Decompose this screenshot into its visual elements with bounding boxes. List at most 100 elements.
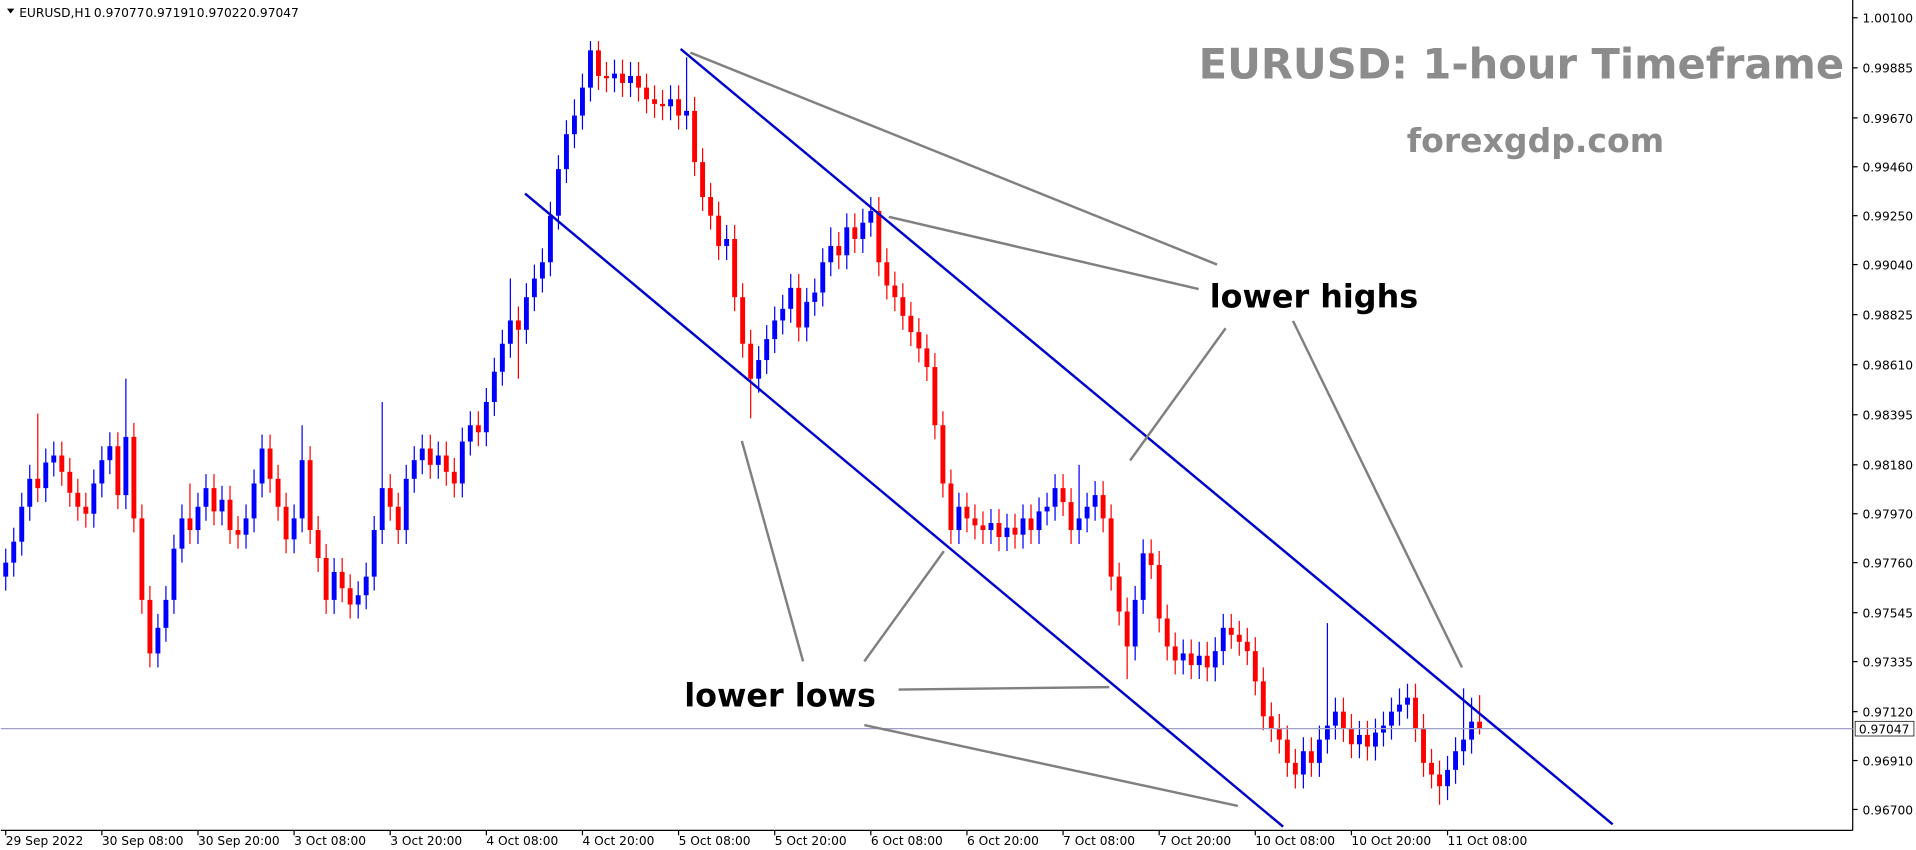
x-tick-label: 3 Oct 20:00	[390, 834, 462, 848]
candle-body	[1228, 627, 1234, 635]
candle-body	[1236, 634, 1242, 642]
candle-body	[612, 73, 617, 79]
candle-body	[411, 460, 417, 479]
candle-body	[700, 162, 706, 198]
candle-body	[900, 297, 906, 316]
candle-body	[828, 245, 834, 263]
candle-body	[860, 222, 866, 239]
candle-body	[1244, 641, 1250, 652]
candle-body	[1036, 511, 1042, 531]
candle-body	[35, 478, 41, 489]
candle-body	[347, 588, 353, 605]
candle-body	[1140, 553, 1146, 600]
candle-body	[996, 523, 1002, 538]
candle-body	[1348, 727, 1354, 745]
candle-body	[555, 169, 561, 216]
candle-body	[972, 518, 978, 526]
candle-body	[940, 425, 946, 484]
pointer	[740, 440, 805, 662]
candle-body	[892, 285, 898, 298]
candle-body	[203, 488, 209, 507]
candle-body	[676, 99, 682, 116]
candle-body	[948, 483, 954, 531]
y-tick-label: 0.97545	[1863, 607, 1914, 621]
candle-body	[1156, 564, 1162, 619]
y-tick-label: 0.98395	[1863, 409, 1914, 423]
candle-body	[451, 471, 457, 484]
candle-body	[507, 320, 513, 344]
candle-body	[716, 215, 722, 246]
candle-body	[1068, 502, 1074, 531]
candle-body	[1413, 697, 1418, 728]
x-tick-label: 7 Oct 20:00	[1159, 834, 1231, 848]
annotation: lower highs	[1210, 277, 1419, 315]
candle-body	[1108, 518, 1114, 577]
candle-body	[459, 441, 465, 484]
candle-body	[331, 571, 337, 600]
y-tick-label: 0.99040	[1863, 258, 1914, 272]
candle-body	[1276, 727, 1282, 740]
y-tick-label: 0.99250	[1863, 210, 1914, 224]
candle-body	[1332, 711, 1338, 726]
candle-body	[387, 488, 393, 507]
candle-body	[427, 448, 433, 465]
candle-body	[219, 499, 225, 512]
candle-body	[1316, 739, 1322, 763]
candle-body	[1012, 527, 1018, 535]
candle-body	[1477, 721, 1483, 729]
candle-body	[1196, 655, 1202, 666]
candle-body	[1284, 739, 1290, 763]
x-tick-label: 30 Sep 08:00	[102, 834, 184, 848]
candle-body	[67, 471, 73, 493]
y-tick-label: 0.98825	[1863, 309, 1914, 323]
candle-body	[379, 488, 385, 531]
price-label: 0.97047	[1859, 723, 1910, 737]
candle-body	[563, 134, 569, 170]
candle-body	[1389, 711, 1394, 726]
candle-body	[868, 211, 874, 223]
candle-body	[467, 425, 473, 442]
candle-body	[51, 455, 57, 463]
annotation: lower lows	[684, 677, 876, 715]
y-tick-label: 0.97760	[1863, 557, 1914, 571]
candle-body	[1437, 774, 1442, 787]
candle-body	[788, 287, 794, 309]
x-tick-label: 11 Oct 08:00	[1448, 834, 1528, 848]
candle-body	[339, 571, 345, 589]
candle-body	[371, 530, 377, 577]
candle-body	[275, 478, 281, 507]
candle-body	[267, 448, 273, 479]
candle-body	[1124, 611, 1130, 647]
candle-body	[291, 518, 297, 540]
candle-body	[155, 627, 161, 654]
y-tick-label: 0.96910	[1863, 754, 1914, 768]
candle-body	[547, 215, 553, 263]
candle-body	[115, 446, 121, 496]
candle-body	[820, 262, 826, 293]
candle-body	[363, 576, 369, 596]
candle-body	[195, 506, 201, 531]
candle-body	[1300, 751, 1306, 775]
candle-body	[131, 436, 137, 519]
pointers	[689, 51, 1464, 808]
candle-body	[483, 401, 489, 433]
y-tick-label: 0.98180	[1863, 459, 1914, 473]
candle-body	[315, 530, 321, 558]
x-tick-label: 7 Oct 08:00	[1063, 834, 1135, 848]
candle-body	[1453, 751, 1459, 770]
candle-body	[211, 488, 217, 512]
candle-body	[876, 211, 882, 263]
y-tick-label: 0.97120	[1863, 706, 1914, 720]
candle-body	[596, 50, 601, 76]
pointer	[863, 550, 945, 663]
candle-body	[732, 238, 738, 298]
pointer	[1291, 320, 1464, 669]
candle-body	[307, 460, 313, 531]
y-tick-label: 1.00100	[1863, 12, 1914, 26]
candle-body	[1052, 488, 1058, 507]
candle-body	[75, 492, 81, 507]
candle-body	[692, 110, 698, 163]
candle-body	[355, 595, 361, 605]
chart-subtitle: forexgdp.com	[1407, 121, 1664, 160]
